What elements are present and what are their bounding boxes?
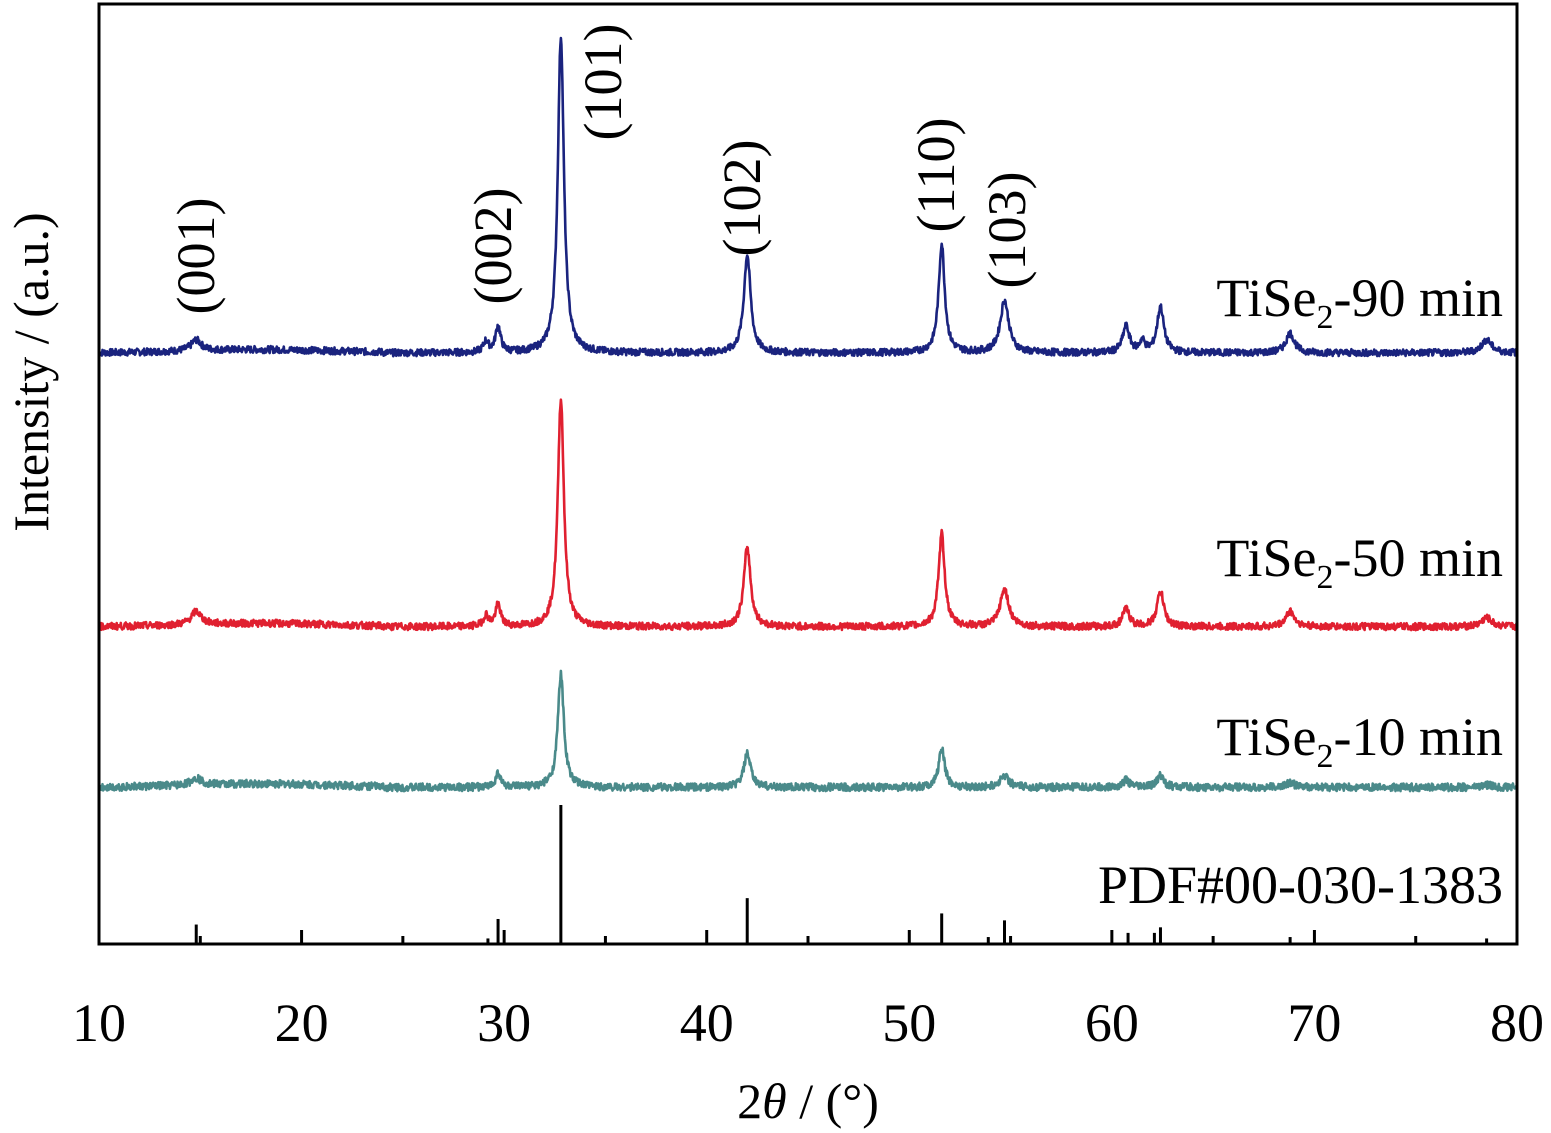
x-tick-label: 20 (275, 993, 329, 1053)
traces-group (98, 36, 1519, 793)
series-line-1 (98, 398, 1518, 632)
series-label-1: TiSe2-50 min (1216, 528, 1503, 596)
peak-annotation-4: (110) (906, 118, 966, 233)
y-axis-label: Intensity / (a.u.) (3, 212, 59, 531)
peak-annotation-1: (002) (463, 188, 523, 305)
series-label-suffix: -50 min (1334, 528, 1504, 588)
series-label-suffix: -10 min (1334, 707, 1504, 767)
series-label-0: TiSe2-90 min (1216, 268, 1503, 336)
x-tick-label: 40 (680, 993, 734, 1053)
x-tick-label: 30 (477, 993, 531, 1053)
x-axis-label-unit: / (°) (787, 1073, 879, 1129)
reference-label: PDF#00-030-1383 (1098, 855, 1503, 915)
x-axis-label: 2θ / (°) (737, 1073, 879, 1129)
plot-frame (97, 2, 1519, 946)
series-line-2 (98, 669, 1519, 793)
series-label-2: TiSe2-10 min (1216, 707, 1503, 775)
series-label-suffix: -90 min (1334, 268, 1504, 328)
x-tick-label: 60 (1085, 993, 1139, 1053)
peak-annotation-3: (102) (712, 140, 772, 257)
x-tick-label: 80 (1490, 993, 1544, 1053)
peak-annotation-0: (001) (166, 198, 226, 315)
peak-annotation-5: (103) (977, 172, 1037, 289)
axis-ticks-group: 10 20 30 40 50 60 70 80 (72, 930, 1544, 1053)
x-axis-label-prefix: 2 (737, 1073, 762, 1129)
reference-lines-group (194, 805, 1489, 944)
series-label-subscript: 2 (1317, 738, 1334, 775)
series-label-subscript: 2 (1317, 299, 1334, 336)
x-tick-label: 10 (72, 993, 126, 1053)
series-label-prefix: TiSe (1216, 707, 1316, 767)
series-label-subscript: 2 (1317, 559, 1334, 596)
series-label-prefix: TiSe (1216, 268, 1316, 328)
series-line-0 (98, 36, 1519, 358)
x-tick-label: 70 (1287, 993, 1341, 1053)
x-axis-label-symbol: θ (762, 1073, 787, 1129)
x-tick-label: 50 (882, 993, 936, 1053)
peak-annotation-2: (101) (573, 24, 633, 141)
series-label-prefix: TiSe (1216, 528, 1316, 588)
